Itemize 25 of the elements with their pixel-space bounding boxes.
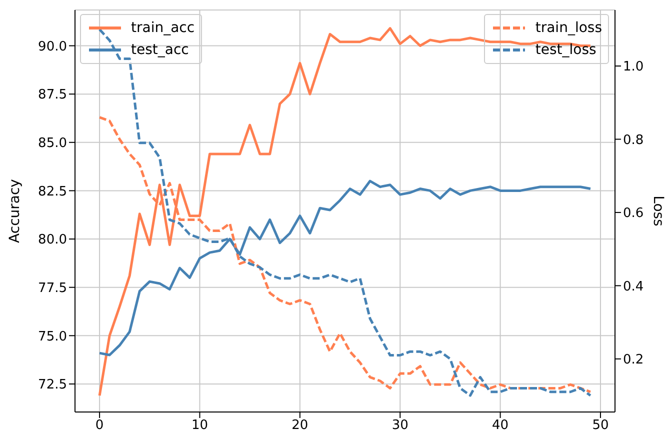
x-tick-label: 30 — [392, 418, 408, 434]
x-tick-label: 40 — [492, 418, 509, 434]
y-tick-label: 75.0 — [38, 329, 67, 344]
y-tick-label: 72.5 — [38, 378, 67, 393]
y-tick-label: 90.0 — [38, 39, 67, 54]
legend-label: train_loss — [535, 20, 602, 36]
y-axis-title: Accuracy — [6, 179, 23, 243]
y2-tick-label: 0.4 — [623, 279, 644, 294]
y-tick-label: 85.0 — [38, 136, 67, 152]
y-tick-label: 80.0 — [38, 232, 67, 248]
y2-tick-label: 1.0 — [623, 60, 644, 75]
legend-label: test_loss — [535, 42, 596, 58]
y-tick-label: 82.5 — [38, 184, 67, 200]
y2-tick-label: 0.6 — [623, 206, 644, 222]
y-tick-label: 77.5 — [38, 280, 67, 296]
y-tick-label: 87.5 — [38, 88, 67, 103]
legend-label: train_acc — [131, 20, 195, 36]
x-tick-label: 50 — [592, 418, 609, 434]
y2-tick-label: 0.8 — [623, 132, 644, 148]
legend-label: test_acc — [131, 42, 189, 58]
x-tick-label: 10 — [191, 418, 208, 434]
y2-tick-label: 0.2 — [623, 352, 644, 368]
x-tick-label: 20 — [292, 418, 308, 434]
x-tick-label: 0 — [95, 418, 104, 434]
y2-axis-title: Loss — [650, 196, 666, 226]
